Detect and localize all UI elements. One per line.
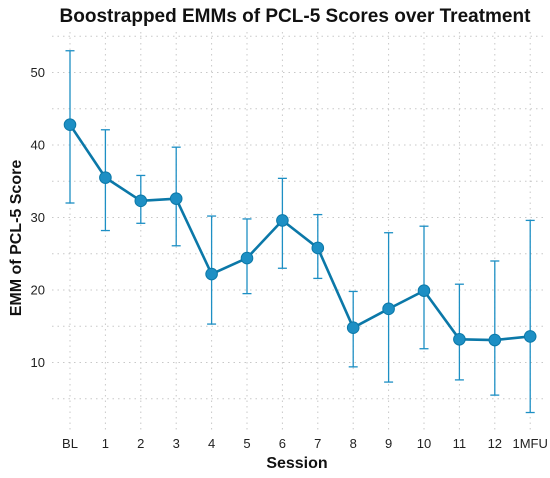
x-tick-label: 5	[243, 436, 250, 451]
data-point	[382, 302, 395, 316]
chart-title: Boostrapped EMMs of PCL-5 Scores over Tr…	[60, 6, 532, 27]
data-point	[488, 333, 502, 347]
error-bar	[525, 219, 535, 414]
x-tick-label: 3	[173, 436, 180, 451]
data-point	[276, 214, 289, 227]
x-tick-label: 12	[488, 436, 502, 451]
x-axis-title: Session	[266, 455, 327, 472]
series-line	[68, 123, 531, 342]
x-tick-label: 10	[417, 436, 431, 451]
data-point	[169, 192, 183, 205]
data-points	[63, 118, 537, 347]
x-tick-label: 8	[350, 436, 357, 451]
data-point	[99, 171, 112, 184]
x-tick-label: 4	[208, 436, 215, 451]
x-tick-label: 11	[453, 436, 467, 451]
y-tick-label: 30	[31, 210, 45, 225]
data-point	[417, 284, 431, 298]
data-point	[523, 330, 537, 343]
data-point	[311, 241, 325, 255]
data-point	[205, 267, 218, 281]
data-point	[240, 251, 254, 265]
y-axis-title: EMM of PCL-5 Score	[8, 160, 25, 317]
y-tick-label: 50	[31, 65, 45, 80]
x-tick-label: 7	[314, 436, 321, 451]
y-tick-label: 20	[31, 283, 45, 298]
series-line-layer	[68, 123, 531, 342]
x-tick-label: 1MFU	[513, 436, 548, 451]
x-tick-label: BL	[62, 436, 78, 451]
grid	[52, 32, 545, 430]
y-tick-label: 10	[31, 355, 45, 370]
error-bars	[65, 50, 535, 414]
error-bar	[490, 260, 500, 396]
data-point	[453, 333, 466, 346]
error-bar	[454, 283, 464, 381]
y-tick-label: 40	[31, 138, 45, 153]
data-point	[63, 118, 77, 131]
x-tick-labels: BL 1 2 3 4 5 6 7 8 9 10 11 12 1MFU	[62, 436, 548, 451]
data-point	[134, 194, 148, 208]
x-tick-label: 1	[102, 436, 109, 451]
x-tick-label: 6	[279, 436, 286, 451]
x-tick-label: 9	[385, 436, 392, 451]
x-tick-label: 2	[137, 436, 144, 451]
data-point	[346, 321, 360, 335]
y-tick-labels: 10 20 30 40 50	[31, 65, 45, 370]
